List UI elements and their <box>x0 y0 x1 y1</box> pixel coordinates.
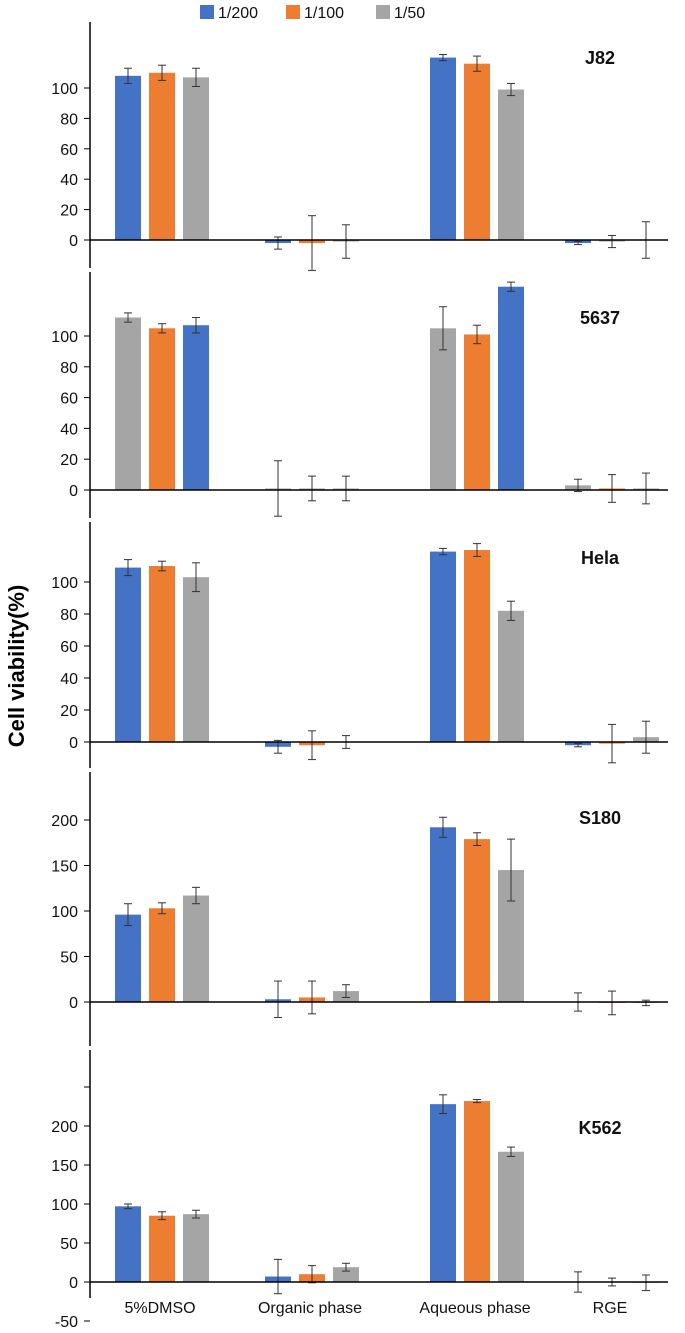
bar-j82-g0-b1 <box>149 72 175 240</box>
panel-title-j82: J82 <box>585 48 615 68</box>
bar-5637-g0-b1 <box>149 328 175 490</box>
panel-title-5637: 5637 <box>580 308 620 328</box>
y-axis-title: Cell viability(%) <box>4 585 29 748</box>
panel-k562: -50 0 50 100 150 200 K562 <box>51 1050 668 1331</box>
bar-s180-g2-b0 <box>430 827 456 1002</box>
bar-5637-g2-b2 <box>498 286 524 490</box>
legend-label-1-200: 1/200 <box>218 5 258 22</box>
legend: 1/200 1/100 1/50 <box>200 5 425 22</box>
panel-title-s180: S180 <box>579 808 621 828</box>
legend-item-1-100: 1/100 <box>286 5 344 22</box>
y-tick-label-s180-1: 50 <box>60 950 78 967</box>
bar-hela-g0-b0 <box>115 567 141 742</box>
panel-s180: 0 50 100 150 200 S180 <box>51 772 668 1046</box>
y-tick-label-hela-0: 0 <box>69 735 78 752</box>
bar-j82-g0-b0 <box>115 75 141 240</box>
y-tick-label-j82-0: 0 <box>69 233 78 250</box>
bar-k562-g2-b2 <box>498 1151 524 1282</box>
category-label-organic-phase: Organic phase <box>258 1300 362 1317</box>
panel-title-hela: Hela <box>581 548 620 568</box>
bar-j82-g2-b2 <box>498 89 524 241</box>
category-label-rge: RGE <box>593 1300 628 1317</box>
bar-5637-g0-b2 <box>183 325 209 490</box>
bar-j82-g0-b2 <box>183 77 209 240</box>
y-tick-label-k562-4: 150 <box>51 1158 78 1175</box>
chart-panels: 0 20 40 60 80 100 J82 0 20 40 60 80 100 5637 0 20 40 60 80… <box>51 22 668 1331</box>
bar-k562-g0-b0 <box>115 1206 141 1282</box>
bar-k562-g0-b2 <box>183 1214 209 1282</box>
bar-5637-g0-b0 <box>115 317 141 490</box>
legend-item-1-50: 1/50 <box>376 5 425 22</box>
y-tick-label-k562-1: 0 <box>69 1275 78 1292</box>
bar-k562-g2-b1 <box>464 1101 490 1282</box>
legend-swatch-1-100 <box>286 5 300 19</box>
y-tick-label-j82-5: 100 <box>51 81 78 98</box>
y-tick-label-k562-2: 50 <box>60 1236 78 1253</box>
y-tick-label-j82-2: 40 <box>60 172 78 189</box>
bar-s180-g0-b2 <box>183 895 209 1002</box>
legend-swatch-1-50 <box>376 5 390 19</box>
legend-label-1-50: 1/50 <box>394 5 425 22</box>
y-tick-label-k562-3: 100 <box>51 1197 78 1214</box>
legend-swatch-1-200 <box>200 5 214 19</box>
bar-hela-g2-b1 <box>464 550 490 742</box>
y-tick-label-5637-0: 0 <box>69 483 78 500</box>
bar-hela-g0-b2 <box>183 577 209 742</box>
y-tick-label-j82-1: 20 <box>60 203 78 220</box>
bar-hela-g2-b2 <box>498 610 524 742</box>
legend-item-1-200: 1/200 <box>200 5 258 22</box>
x-axis-category-labels: 5%DMSO Organic phase Aqueous phase RGE <box>124 1300 627 1317</box>
bar-hela-g2-b0 <box>430 551 456 742</box>
y-tick-label-k562-0: -50 <box>55 1314 78 1331</box>
legend-label-1-100: 1/100 <box>304 5 344 22</box>
category-label-5-dmso: 5%DMSO <box>124 1300 195 1317</box>
y-tick-label-hela-2: 40 <box>60 671 78 688</box>
y-tick-label-j82-3: 60 <box>60 142 78 159</box>
y-tick-label-5637-4: 80 <box>60 360 78 377</box>
y-tick-label-s180-3: 150 <box>51 859 78 876</box>
bar-k562-g1-b2 <box>333 1267 359 1282</box>
y-tick-label-5637-2: 40 <box>60 421 78 438</box>
y-tick-label-k562-5: 200 <box>51 1119 78 1136</box>
bar-k562-g2-b0 <box>430 1104 456 1282</box>
bar-s180-g0-b1 <box>149 908 175 1002</box>
panel-title-k562: K562 <box>578 1118 621 1138</box>
bar-5637-g2-b1 <box>464 334 490 490</box>
y-tick-label-s180-4: 200 <box>51 813 78 830</box>
bar-s180-g0-b0 <box>115 914 141 1002</box>
panel-hela: 0 20 40 60 80 100 Hela <box>51 522 668 768</box>
bar-s180-g2-b1 <box>464 839 490 1002</box>
category-label-aqueous-phase: Aqueous phase <box>419 1300 530 1317</box>
y-tick-label-hela-5: 100 <box>51 575 78 592</box>
y-tick-label-5637-1: 20 <box>60 452 78 469</box>
bar-j82-g2-b0 <box>430 57 456 240</box>
bar-k562-g0-b1 <box>149 1215 175 1282</box>
y-tick-label-hela-1: 20 <box>60 703 78 720</box>
y-tick-label-s180-0: 0 <box>69 995 78 1012</box>
y-tick-label-5637-5: 100 <box>51 329 78 346</box>
y-tick-label-hela-3: 60 <box>60 639 78 656</box>
y-tick-label-s180-2: 100 <box>51 904 78 921</box>
y-tick-label-5637-3: 60 <box>60 391 78 408</box>
panel-j82: 0 20 40 60 80 100 J82 <box>51 22 668 271</box>
panel-5637: 0 20 40 60 80 100 5637 <box>51 272 668 518</box>
bar-hela-g0-b1 <box>149 566 175 742</box>
bar-5637-g2-b0 <box>430 328 456 490</box>
y-tick-label-hela-4: 80 <box>60 607 78 624</box>
y-tick-label-j82-4: 80 <box>60 111 78 128</box>
bar-j82-g2-b1 <box>464 63 490 241</box>
